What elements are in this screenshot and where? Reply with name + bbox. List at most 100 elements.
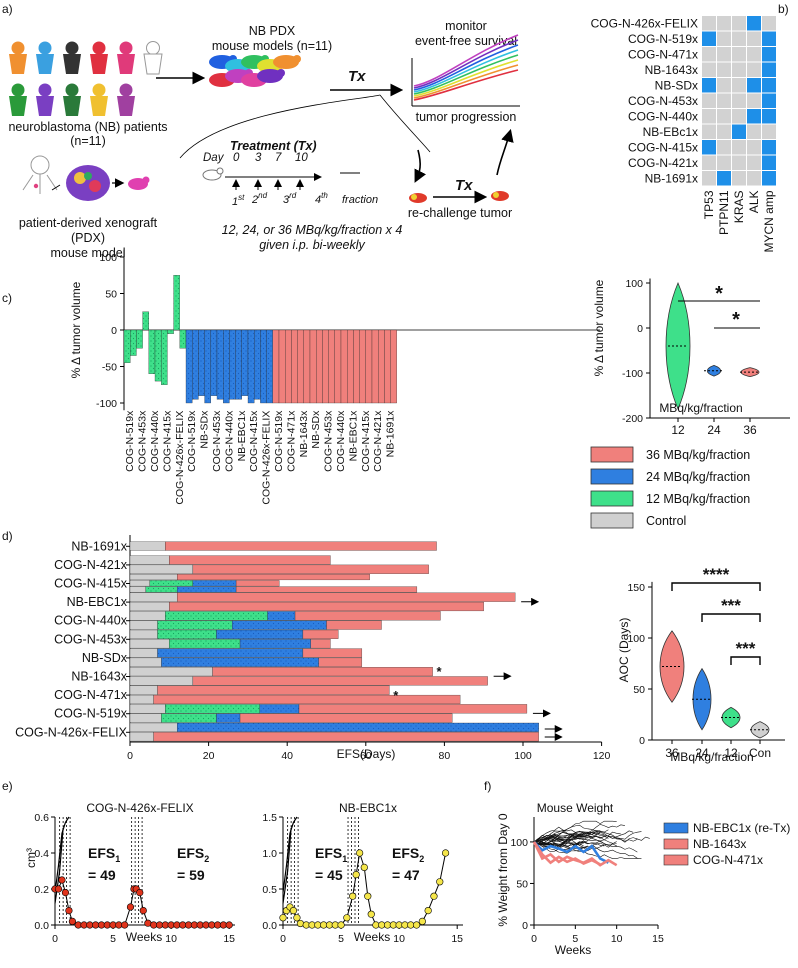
heatmap-cell: [702, 47, 716, 62]
patient-body-icon: [9, 54, 27, 74]
efs-segment: [129, 732, 154, 742]
efs-segment: [216, 713, 241, 723]
efs-star: *: [393, 688, 399, 703]
panel-d: d) 0 20 40 60 80 100 120 NB-1691x COG-N-421x COG-…: [2, 529, 611, 762]
heatmap-cell: [747, 171, 761, 186]
x-tick-label: 10: [393, 933, 405, 945]
y-tick-label: 1.0: [262, 848, 277, 860]
heatmap-cell: [717, 47, 731, 62]
series-point: [412, 921, 421, 929]
violin-c-y-tick-label: -100: [622, 368, 643, 380]
x-tick-label: 0: [52, 933, 58, 945]
heatmap-cell: [762, 62, 776, 77]
efs1-right: EFS1: [315, 845, 347, 864]
heatmap-cell: [762, 109, 776, 124]
efs-segment: [216, 629, 304, 639]
heatmap-row-label: COG-N-426x-FELIX: [591, 17, 698, 31]
efs-x-tick-label: 0: [127, 750, 133, 762]
waterfall-bar: [303, 329, 311, 404]
heatmap-cell: [747, 16, 761, 31]
waterfall-bar: [365, 329, 373, 404]
heatmap-cell: [702, 78, 716, 93]
efs-segment: [129, 722, 178, 732]
waterfall-bar: [192, 329, 199, 400]
efs-row-label: NB-1643x: [71, 670, 127, 684]
heatmap-cell: [717, 155, 731, 170]
efs-segment: [239, 713, 453, 723]
legend-swatch: [590, 512, 634, 529]
weight-legend-label: NB-EBC1x (re-Tx): [693, 821, 790, 835]
series-point: [136, 888, 144, 897]
growth-curve: [282, 827, 292, 904]
heatmap-cell: [732, 47, 746, 62]
heatmap-cell: [717, 78, 731, 93]
y-tick-label: 0.6: [34, 812, 49, 824]
waterfall-category-label: COG-N-440x: [149, 410, 161, 472]
waterfall-bar: [309, 329, 317, 404]
mouse-head-icon: [277, 69, 285, 77]
patient-icon: [65, 83, 79, 97]
dose-legend: 36 MBq/kg/fraction 24 MBq/kg/fraction 12 M…: [590, 446, 750, 529]
mutation-heatmap: COG-N-426x-FELIXCOG-N-519xCOG-N-471xNB-1…: [591, 16, 776, 253]
legend-swatch: [590, 468, 634, 485]
background-weight-line: [533, 838, 638, 859]
panel-c-label: c): [2, 291, 12, 305]
series-point: [367, 910, 375, 918]
background-weight-line: [533, 839, 617, 852]
heatmap-cell: [762, 78, 776, 93]
panel-a-label: a): [2, 2, 13, 16]
patient-icon: [38, 41, 52, 55]
heatmap-cell: [702, 31, 716, 46]
heatmap-cell: [762, 171, 776, 186]
heatmap-cell: [747, 31, 761, 46]
heatmap-cell: [702, 155, 716, 170]
series-point: [441, 849, 450, 857]
tx-label-1: Tx: [348, 68, 366, 85]
legend-label: 12 MBq/kg/fraction: [646, 492, 750, 506]
waterfall-category-label: COG-N-440x: [335, 410, 347, 472]
efs-segment: [157, 629, 217, 639]
bracket-curve-2: [379, 94, 431, 153]
violin-d-sig-stars: ****: [703, 565, 730, 584]
series-point: [424, 906, 432, 915]
efs-row-label: COG-N-426x-FELIX: [15, 725, 127, 739]
efs-row-label: NB-EBC1x: [67, 595, 128, 609]
efs-segment: [129, 694, 154, 705]
heatmap-row-label: COG-N-421x: [628, 156, 698, 170]
efs-segment: [129, 574, 178, 581]
violin-d-sig-bar: [730, 656, 761, 665]
timeline-mouse-icon: [202, 167, 224, 181]
rechallenge-chart-right: 1.5 1.0 0.5 0.00 5 10 15: [262, 812, 463, 945]
efs2-right-value: = 47: [392, 867, 420, 883]
efs-segment: [129, 713, 162, 723]
violin-d-x-tick-label: 24: [695, 746, 709, 760]
violin-c-sig-star: *: [715, 283, 723, 305]
survival-curve: [413, 34, 519, 87]
efs-row-label: COG-N-471x: [54, 688, 128, 702]
efs-segment: [129, 657, 162, 667]
efs-segment: [153, 732, 539, 742]
frac-3: 3rd: [283, 191, 297, 206]
background-weight-line: [533, 831, 642, 844]
waterfall-bar: [235, 329, 242, 400]
survival-curve: [413, 59, 519, 97]
efs-star: *: [437, 664, 443, 679]
waterfall-bar: [278, 329, 286, 404]
waterfall-bar: [347, 329, 354, 404]
series-point: [364, 892, 372, 900]
efs-segment: [157, 620, 233, 630]
series-line: [355, 852, 361, 875]
waterfall-bar: [260, 329, 267, 404]
violin-c-y-tick-label: -200: [622, 413, 643, 425]
pdx-title: NB PDX: [249, 24, 296, 38]
efs1-left: EFS1: [88, 845, 120, 864]
patient-icon: [92, 83, 106, 97]
weight-series-line: [532, 841, 618, 867]
waterfall-category-label: NB-SDx: [310, 410, 322, 449]
background-weight-line: [533, 836, 592, 847]
violin-c-y-tick-label: 0: [637, 323, 643, 335]
waterfall-bar: [378, 329, 385, 404]
heatmap-cell: [762, 31, 776, 46]
efs-x-tick-label: 40: [281, 750, 293, 762]
